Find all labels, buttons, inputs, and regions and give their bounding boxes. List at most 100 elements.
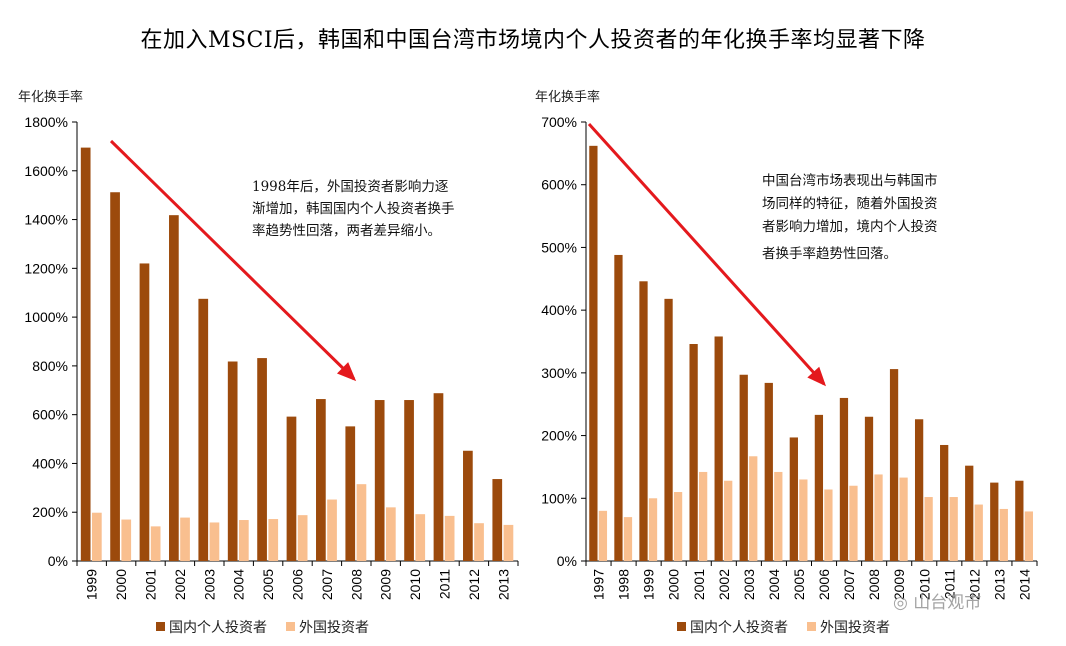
taiwan-xtick-label: 1998 (616, 569, 632, 600)
taiwan-xtick-label: 2004 (766, 569, 782, 600)
korea-bar-domestic-2004 (227, 361, 238, 561)
korea-bar-foreign-2010 (415, 514, 426, 561)
korea-bar-domestic-2001 (139, 263, 150, 561)
taiwan-bar-foreign-2014 (1024, 511, 1033, 561)
taiwan-legend-label-foreign: 外国投资者 (820, 620, 890, 636)
taiwan-ytick-label: 100% (541, 490, 577, 506)
korea-bar-foreign-2001 (150, 526, 161, 561)
taiwan-xtick-label: 2005 (791, 569, 807, 600)
korea-xtick-label: 1999 (84, 569, 100, 600)
korea-trend-arrowhead (336, 362, 357, 382)
taiwan-xtick-label: 2013 (991, 569, 1007, 600)
korea-ytick-label: 1400% (24, 212, 68, 228)
watermark-text: 山台观市 (913, 593, 982, 613)
taiwan-bar-foreign-2010 (924, 497, 933, 561)
taiwan-bar-domestic-2001 (689, 344, 698, 561)
taiwan-xtick-label: 2011 (941, 569, 957, 599)
taiwan-trend-arrowhead (807, 366, 827, 387)
taiwan-xtick-label: 2007 (841, 569, 857, 600)
korea-bar-domestic-2012 (463, 450, 473, 561)
taiwan-bar-domestic-1998 (614, 254, 623, 561)
taiwan-bar-domestic-2006 (814, 414, 824, 561)
taiwan-ylabel: 年化换手率 (535, 89, 600, 105)
korea-ytick-label: 0% (48, 553, 68, 569)
taiwan-bar-domestic-2008 (864, 416, 874, 561)
taiwan-bar-domestic-2009 (889, 369, 899, 561)
korea-xtick-label: 2010 (407, 569, 423, 600)
taiwan-legend-swatch-foreign (807, 622, 816, 631)
taiwan-bar-foreign-2007 (849, 485, 858, 561)
taiwan-bar-domestic-2013 (990, 482, 999, 561)
korea-xtick-label: 2005 (260, 569, 276, 600)
korea-ylabel: 年化换手率 (18, 89, 83, 105)
taiwan-bar-foreign-2001 (699, 471, 708, 561)
taiwan-ytick-label: 600% (541, 177, 577, 193)
korea-ytick-label: 1200% (24, 260, 68, 276)
korea-bar-foreign-2013 (503, 524, 514, 561)
korea-xtick-label: 2002 (172, 569, 188, 600)
taiwan-bar-foreign-2004 (774, 471, 783, 561)
taiwan-trend-arrow (587, 122, 826, 386)
korea-bar-foreign-2002 (180, 517, 190, 561)
taiwan-bar-foreign-2000 (673, 492, 683, 561)
korea-xtick-label: 2013 (495, 569, 511, 600)
korea-xtick-label: 2012 (466, 569, 482, 600)
taiwan-annotation-line: 场同样的特征，随着外国投资 (762, 196, 938, 212)
korea-bar-domestic-2011 (433, 393, 444, 561)
korea-bar-domestic-2009 (374, 400, 385, 561)
korea-ytick-label: 1800% (24, 114, 68, 130)
taiwan-bar-foreign-2011 (949, 497, 958, 561)
taiwan-ytick-label: 700% (541, 114, 577, 130)
taiwan-bar-foreign-2002 (724, 480, 733, 561)
taiwan-bar-domestic-2014 (1015, 480, 1024, 561)
taiwan-annotation-line: 者影响力增加，境内个人投资 (762, 219, 938, 235)
korea-xtick-label: 2001 (143, 569, 159, 600)
korea-bar-domestic-2008 (345, 426, 356, 561)
taiwan-bar-domestic-1999 (639, 281, 648, 561)
taiwan-bar-domestic-2011 (940, 444, 949, 561)
korea-annotation-line: 1998年后，外国投资者影响力逐 (252, 179, 449, 195)
taiwan-xtick-label: 2012 (966, 569, 982, 600)
korea-bar-foreign-2009 (385, 507, 396, 561)
taiwan-xtick-label: 2001 (691, 569, 707, 600)
korea-xtick-label: 2003 (201, 569, 217, 600)
korea-bar-foreign-2008 (356, 484, 367, 561)
korea-trend-arrow (109, 139, 356, 381)
taiwan-ytick-label: 200% (541, 428, 577, 444)
taiwan-ytick-label: 400% (541, 302, 577, 318)
taiwan-ytick-label: 500% (541, 239, 577, 255)
taiwan-ytick-label: 0% (557, 553, 577, 569)
korea-bar-domestic-2010 (404, 400, 414, 561)
taiwan-bar-domestic-1997 (589, 145, 598, 561)
korea-bar-domestic-1999 (80, 147, 91, 561)
korea-xtick-label: 2008 (348, 569, 364, 600)
korea-bar-foreign-2000 (121, 519, 132, 561)
korea-annotation: 1998年后，外国投资者影响力逐 渐增加，韩国国内个人投资者换手 率趋势性回落，… (252, 176, 455, 242)
taiwan-xtick-label: 2008 (866, 569, 882, 600)
taiwan-bar-foreign-1998 (623, 517, 633, 561)
korea-ytick-label: 800% (32, 358, 68, 374)
taiwan-bar-domestic-2012 (965, 465, 974, 561)
korea-bar-foreign-2007 (327, 499, 337, 561)
taiwan-xtick-label: 2000 (666, 569, 682, 600)
korea-ytick-label: 600% (32, 407, 68, 423)
korea-bar-domestic-2007 (316, 399, 326, 561)
korea-bar-foreign-1999 (91, 512, 102, 561)
korea-xtick-label: 2007 (319, 569, 335, 600)
korea-bar-foreign-2012 (474, 523, 484, 561)
taiwan-xtick-label: 1997 (591, 569, 607, 600)
taiwan-annotation-line: 者换手率趋势性回落。 (762, 246, 897, 262)
korea-bar-domestic-2005 (257, 358, 267, 561)
taiwan-bar-domestic-2007 (839, 397, 849, 561)
korea-annotation-line: 渐增加，韩国国内个人投资者换手 (252, 201, 455, 217)
korea-bar-domestic-2006 (286, 416, 297, 561)
korea-bar-domestic-2003 (198, 298, 209, 561)
taiwan-ytick-label: 300% (541, 365, 577, 381)
taiwan-xtick-label: 2010 (916, 569, 932, 600)
korea-ytick-label: 400% (32, 455, 68, 471)
korea-bar-foreign-2006 (297, 515, 308, 561)
taiwan-xtick-label: 2009 (891, 569, 907, 600)
korea-ytick-label: 1000% (24, 309, 68, 325)
taiwan-bar-domestic-2000 (664, 298, 673, 561)
taiwan-xtick-label: 2003 (741, 569, 757, 600)
